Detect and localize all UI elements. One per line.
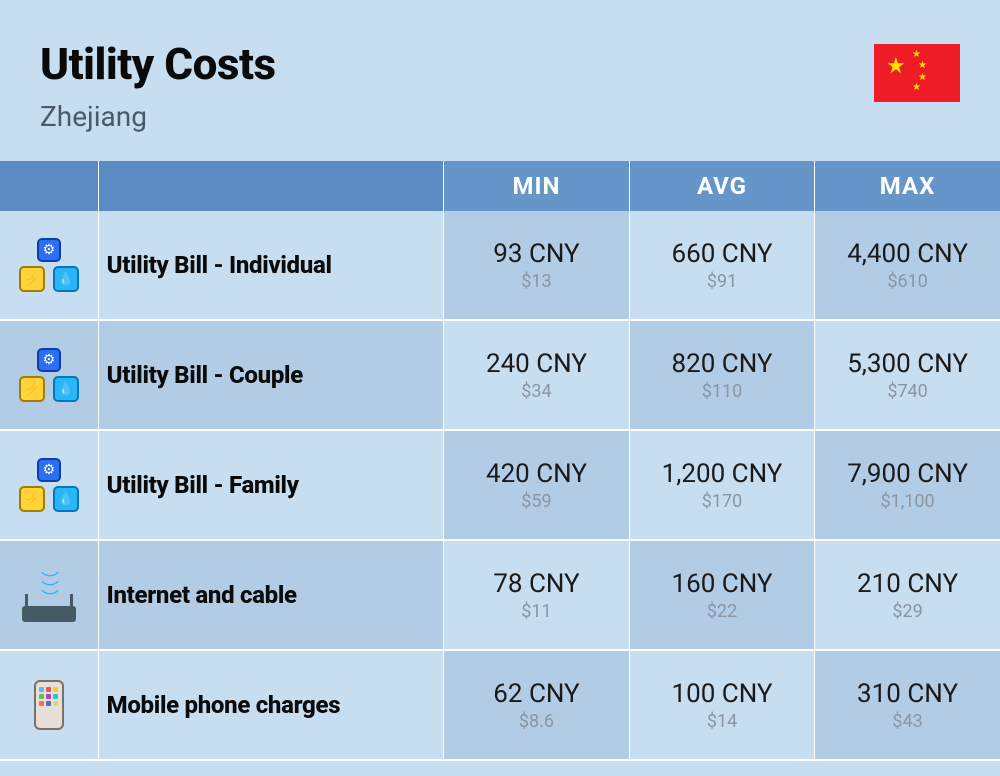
primary-value: 210 CNY xyxy=(857,569,958,599)
primary-value: 5,300 CNY xyxy=(847,349,968,379)
secondary-value: $22 xyxy=(707,601,737,622)
primary-value: 4,400 CNY xyxy=(847,239,968,269)
primary-value: 78 CNY xyxy=(493,569,579,599)
cell-max: 4,400 CNY$610 xyxy=(815,211,1000,319)
row-label: Utility Bill - Family xyxy=(99,431,444,539)
primary-value: 7,900 CNY xyxy=(847,459,968,489)
cell-max: 210 CNY$29 xyxy=(815,541,1000,649)
table-row: ⚙⚡💧Utility Bill - Family420 CNY$591,200 … xyxy=(0,431,1000,539)
secondary-value: $740 xyxy=(887,381,927,402)
primary-value: 660 CNY xyxy=(672,239,773,269)
primary-value: 93 CNY xyxy=(493,239,579,269)
page-title: Utility Costs xyxy=(40,38,276,90)
secondary-value: $110 xyxy=(702,381,742,402)
row-label: Utility Bill - Couple xyxy=(99,321,444,429)
header: Utility Costs Zhejiang ★ ★ ★ ★ ★ xyxy=(0,0,1000,161)
row-label: Mobile phone charges xyxy=(99,651,444,759)
table-row: ︶︶︶Internet and cable78 CNY$11160 CNY$22… xyxy=(0,541,1000,649)
secondary-value: $14 xyxy=(707,711,737,732)
primary-value: 62 CNY xyxy=(493,679,579,709)
primary-value: 310 CNY xyxy=(857,679,958,709)
header-text: Utility Costs Zhejiang xyxy=(40,38,276,133)
utility-icon: ⚙⚡💧 xyxy=(0,321,98,429)
utility-icon: ⚙⚡💧 xyxy=(0,211,98,319)
table-row: ⚙⚡💧Utility Bill - Couple240 CNY$34820 CN… xyxy=(0,321,1000,429)
china-flag-icon: ★ ★ ★ ★ ★ xyxy=(874,44,960,102)
table-row: Mobile phone charges62 CNY$8.6100 CNY$14… xyxy=(0,651,1000,759)
secondary-value: $13 xyxy=(521,271,551,292)
cell-avg: 1,200 CNY$170 xyxy=(630,431,815,539)
cell-avg: 100 CNY$14 xyxy=(630,651,815,759)
secondary-value: $170 xyxy=(702,491,742,512)
cell-min: 93 CNY$13 xyxy=(444,211,629,319)
primary-value: 100 CNY xyxy=(672,679,773,709)
th-blank-label xyxy=(99,161,444,211)
cell-min: 78 CNY$11 xyxy=(444,541,629,649)
page-subtitle: Zhejiang xyxy=(40,100,276,133)
phone-icon xyxy=(0,651,98,759)
cell-max: 7,900 CNY$1,100 xyxy=(815,431,1000,539)
primary-value: 160 CNY xyxy=(672,569,773,599)
th-blank-icon xyxy=(0,161,98,211)
secondary-value: $610 xyxy=(887,271,927,292)
row-label: Internet and cable xyxy=(99,541,444,649)
secondary-value: $29 xyxy=(892,601,922,622)
primary-value: 820 CNY xyxy=(672,349,773,379)
row-label: Utility Bill - Individual xyxy=(99,211,444,319)
primary-value: 240 CNY xyxy=(486,349,587,379)
th-max: MAX xyxy=(815,161,1000,211)
table-header-row: MINAVGMAX xyxy=(0,161,1000,211)
costs-table: MINAVGMAX ⚙⚡💧Utility Bill - Individual93… xyxy=(0,161,1000,761)
cell-max: 310 CNY$43 xyxy=(815,651,1000,759)
primary-value: 420 CNY xyxy=(486,459,587,489)
utility-icon: ⚙⚡💧 xyxy=(0,431,98,539)
secondary-value: $91 xyxy=(707,271,737,292)
table-row: ⚙⚡💧Utility Bill - Individual93 CNY$13660… xyxy=(0,211,1000,319)
secondary-value: $11 xyxy=(521,601,551,622)
secondary-value: $43 xyxy=(892,711,922,732)
cell-avg: 160 CNY$22 xyxy=(630,541,815,649)
primary-value: 1,200 CNY xyxy=(662,459,783,489)
secondary-value: $1,100 xyxy=(881,491,935,512)
cell-min: 420 CNY$59 xyxy=(444,431,629,539)
th-min: MIN xyxy=(444,161,629,211)
cell-avg: 820 CNY$110 xyxy=(630,321,815,429)
router-icon: ︶︶︶ xyxy=(0,541,98,649)
cell-avg: 660 CNY$91 xyxy=(630,211,815,319)
th-avg: AVG xyxy=(630,161,815,211)
secondary-value: $34 xyxy=(521,381,551,402)
secondary-value: $8.6 xyxy=(519,711,554,732)
secondary-value: $59 xyxy=(521,491,551,512)
cell-min: 240 CNY$34 xyxy=(444,321,629,429)
cell-min: 62 CNY$8.6 xyxy=(444,651,629,759)
cell-max: 5,300 CNY$740 xyxy=(815,321,1000,429)
